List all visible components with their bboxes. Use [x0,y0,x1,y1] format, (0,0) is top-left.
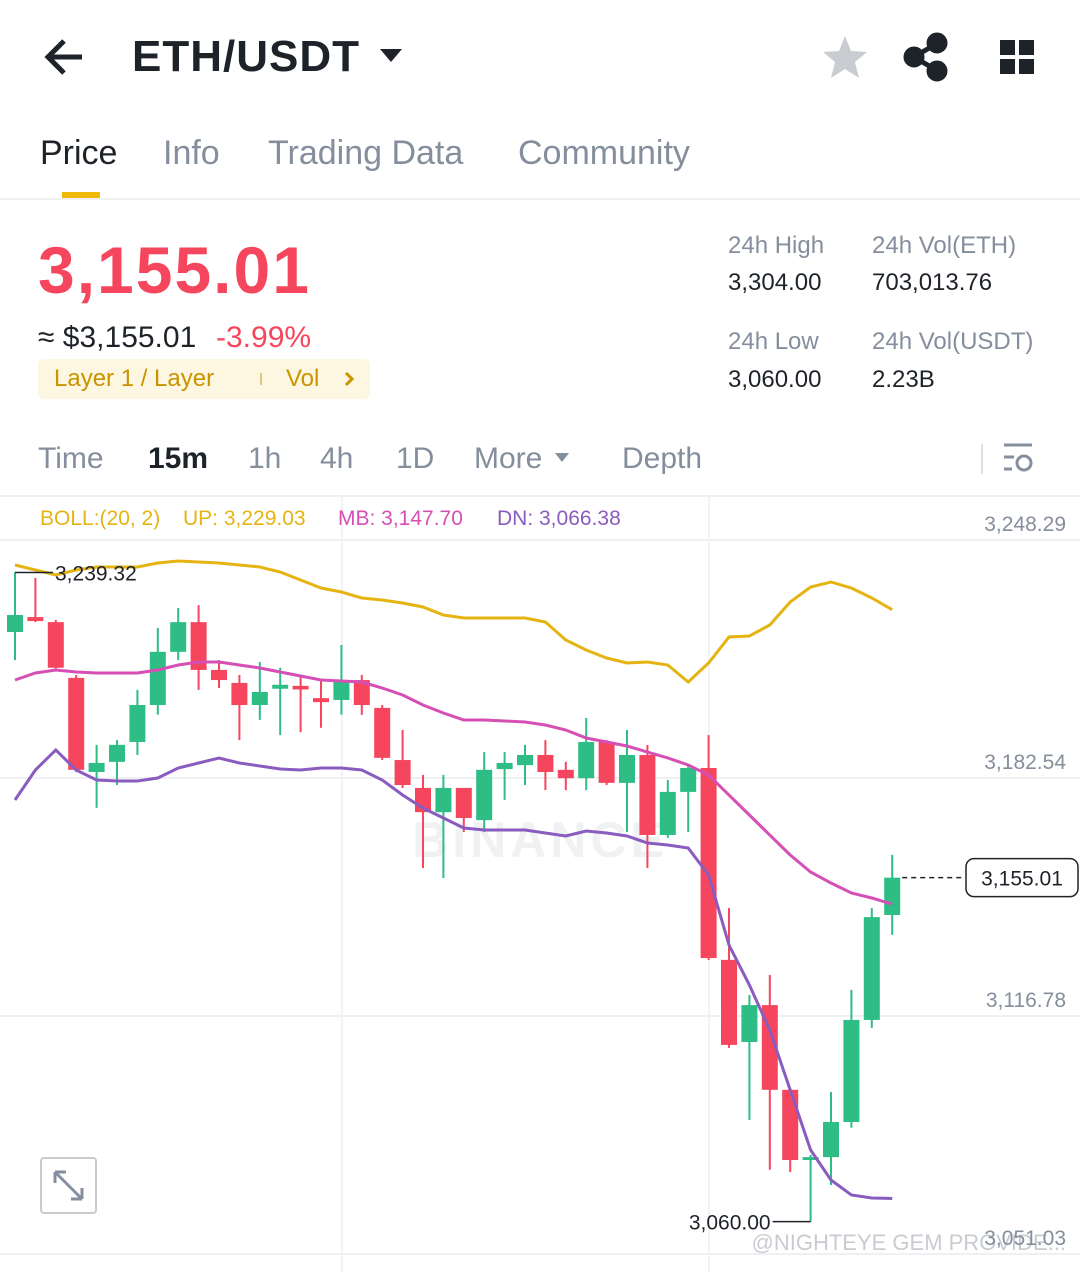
candle-body [761,1005,778,1090]
candle-body [517,754,533,766]
candle-body [68,677,85,770]
indicator-line [14,660,893,906]
legend-entry: UP: 3,229.03 [183,507,306,530]
stat-label: 24h Low [728,328,819,355]
last-price-box [965,857,1079,898]
interval[interactable]: More [474,442,543,475]
stat-label: 24h Vol(ETH) [872,232,1017,259]
candle-body [109,744,125,762]
candle-body [211,669,227,681]
y-tick-label: 3,248.29 [984,513,1066,536]
indicator-line [14,559,893,685]
tab[interactable]: Info [163,134,220,172]
legend-entry: DN: 3,066.38 [497,507,621,530]
candle-body [537,754,554,772]
interval[interactable]: 4h [320,442,354,475]
candle-body [496,762,513,770]
stat-value: 2.23B [872,366,935,393]
watermark: BINANCE [412,812,668,868]
candle-body [129,705,146,742]
candle-body [455,787,472,818]
y-tick-label: 3,051.03 [984,1227,1066,1250]
candle-body [251,691,268,706]
tab[interactable]: Trading Data [268,134,464,172]
high-label: 3,239.32 [55,562,137,585]
y-tick-label: 3,182.54 [984,751,1066,774]
tag-chevron [344,371,355,387]
candle-body [435,787,452,813]
interval[interactable]: 15m [148,442,209,475]
candle-body [700,768,717,959]
active-tab-indicator [62,192,100,198]
candle-body [7,615,23,633]
candle-body [598,741,615,783]
candle-body [619,754,635,783]
stat-label: 24h High [728,232,825,259]
indicator-line [13,747,893,1200]
tag-vol[interactable]: Vol [286,365,320,392]
candle-body [721,959,737,1045]
interval[interactable]: Time [38,442,104,475]
icons [0,32,1080,497]
interval[interactable]: Depth [622,442,703,475]
candle-body [843,1019,860,1123]
candle-body [823,1122,839,1158]
last-price: 3,155.01 [38,233,311,307]
candle-body [88,762,105,772]
candle-body [884,877,901,915]
candle-body [639,754,656,835]
stat-value: 3,060.00 [728,366,822,393]
candle-body [394,760,411,786]
candle-body [333,681,350,700]
low-label: 3,060.00 [689,1212,771,1235]
share-button[interactable] [903,32,948,82]
pair-dropdown[interactable] [380,49,402,62]
last-price-label: 3,155.01 [981,868,1063,891]
fullscreen-icon [53,1170,84,1201]
candle-body [292,685,309,690]
candle-body [47,622,64,668]
back-button[interactable] [44,39,82,75]
candle-body [170,622,187,652]
indicator-label: BOLL:(20, 2) [40,507,160,530]
candle-body [374,707,391,758]
candle-body [272,684,289,689]
candle-body [190,622,207,670]
candle-body [659,791,676,835]
candle-body [476,769,493,821]
candle-body [782,1089,799,1161]
y-tick-label: 3,116.78 [986,989,1066,1012]
candle-body [353,680,370,706]
tab[interactable]: Price [40,134,118,172]
candle-body [557,769,574,779]
chart: BINANCE BOLL:(20, 2) @NIGHTEYE GEM PROVI… [0,497,1080,1273]
tag-label[interactable]: Layer 1 / Layer [54,365,215,392]
candle-body [578,741,595,779]
legend-entry: MB: 3,147.70 [338,507,463,530]
stat-value: 703,013.76 [872,269,993,296]
stat-value: 3,304.00 [728,269,822,296]
candle-body [313,698,329,703]
tab[interactable]: Community [518,134,690,172]
candle-body [231,682,248,706]
interval[interactable]: 1D [396,442,435,475]
chart-settings-button[interactable] [1004,443,1033,472]
candle-body [741,1005,758,1043]
favorite-button[interactable] [823,36,867,78]
interval[interactable]: 1h [248,442,282,475]
candle-body [680,768,697,792]
candle-body [863,917,880,1020]
price-change: -3.99% [216,321,312,354]
pair-title[interactable]: ETH/USDT [132,32,360,81]
stat-label: 24h Vol(USDT) [872,328,1034,355]
tag-background [38,359,370,399]
candle-body [149,651,166,706]
credit: @NIGHTEYE GEM PROVIDE... [752,1230,1067,1255]
candle-body [802,1157,819,1161]
candle-body [27,617,44,622]
more-caret [555,453,569,462]
menu-button[interactable] [1000,40,1034,74]
fiat-price: ≈ $3,155.01 [38,321,197,354]
